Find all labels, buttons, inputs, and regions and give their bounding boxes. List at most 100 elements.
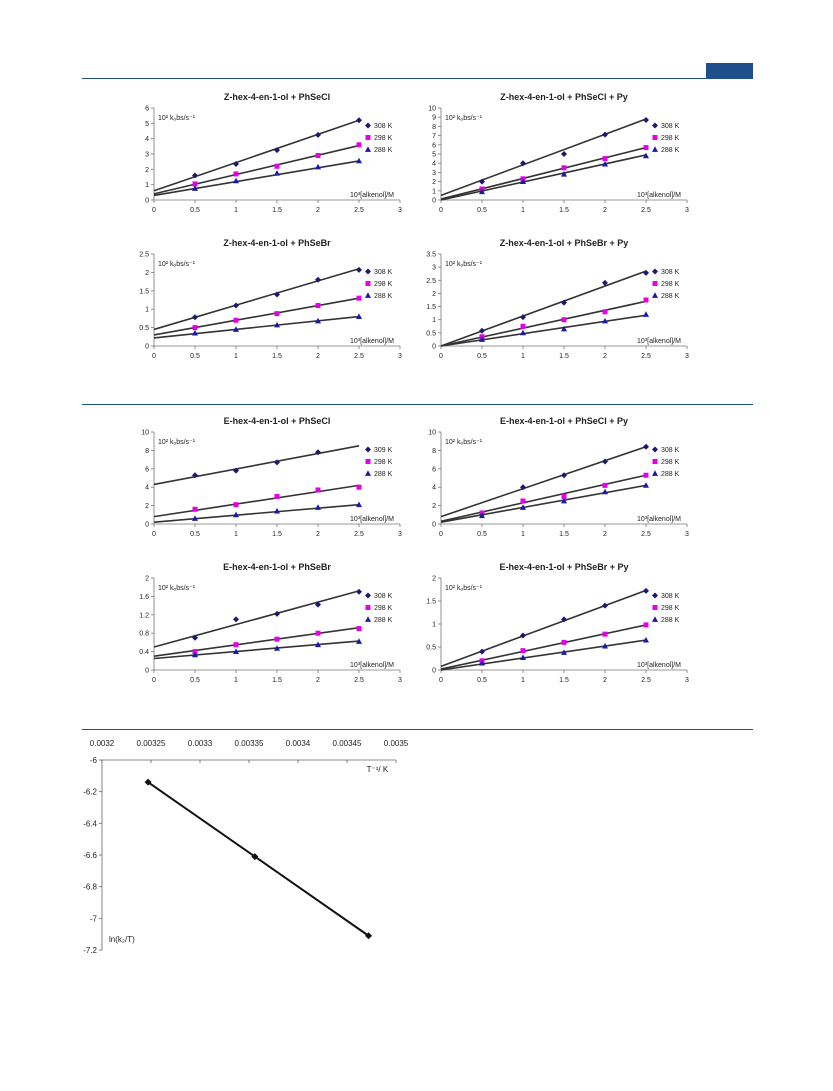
x-tick-label: 2 [316,353,320,360]
data-point [233,317,239,323]
y-tick-label: 0 [145,522,149,529]
data-point [274,311,280,317]
data-point [233,326,239,332]
y-tick-label: 8 [145,448,149,455]
data-point [561,165,567,171]
legend-marker [652,292,658,298]
fit-line [153,590,360,648]
legend-label: 288 K [374,293,393,300]
x-tick-label: 0 [439,207,443,214]
y-tick-label: 1 [145,307,149,314]
data-point [356,626,362,632]
y-tick-label: -6.4 [83,819,97,828]
x-tick-label: 2 [316,207,320,214]
data-point [274,493,280,499]
data-point [274,321,280,328]
legend-label: 298 K [374,281,393,288]
data-point [643,311,649,317]
data-point [315,641,321,648]
data-point [602,458,608,465]
chart-title: Z-hex-4-en-1-ol + PhSeBr [223,238,331,248]
fit-line [153,119,360,192]
fit-line [440,270,647,347]
data-point [643,116,649,123]
legend-label: 298 K [661,281,680,288]
x-tick-label: 2.5 [641,353,651,360]
y-tick-label: -7 [90,914,98,923]
chart-e-phsecl-py: E-hex-4-en-1-ol + PhSeCl + Py 0 2 4 6 8 10 0 0.5… [428,416,689,538]
legend-marker [652,135,658,140]
data-point [643,622,649,628]
legend-marker [652,470,658,476]
y-axis-label: 10² kₒbs/s⁻¹ [445,261,483,268]
y-tick-label: 10 [428,430,436,437]
y-tick-label: 4 [145,485,149,492]
x-tick-label: 1.5 [559,677,569,684]
data-point [315,487,321,493]
y-tick-label: 2 [145,270,149,277]
data-point [602,309,608,315]
legend-marker [365,616,371,622]
legend-label: 308 K [374,593,393,600]
header-tab [706,63,753,79]
data-point [356,638,362,644]
fit-line [153,267,360,331]
data-point [602,602,608,609]
data-point [479,327,485,334]
y-tick-label: -7.2 [83,946,97,955]
x-tick-label: 1.5 [272,677,282,684]
legend-label: 308 K [374,269,393,276]
chart-title: Z-hex-4-en-1-ol + PhSeCl + Py [500,92,628,102]
data-point [233,642,239,648]
data-point [643,587,649,594]
data-point [520,329,526,336]
data-point [315,163,321,170]
y-axis-label: 10² kₒbs/s⁻¹ [158,261,196,268]
legend-marker [365,446,371,453]
y-tick-label: -6.6 [83,851,97,860]
data-point [315,449,321,456]
y-tick-label: 1 [432,622,436,629]
data-point [192,506,198,512]
data-point [643,636,649,643]
legend-label: 298 K [661,135,680,142]
data-point [602,482,608,488]
x-tick-label: 3 [685,207,689,214]
y-tick-label: 0.4 [139,649,149,656]
legend-label: 308 K [661,593,680,600]
y-axis-label: 10² kₒbs/s⁻¹ [158,439,196,446]
legend-label: 298 K [374,605,393,612]
x-tick-label: 1.5 [272,353,282,360]
y-tick-label: 0 [145,668,149,675]
eyring-line [147,781,370,937]
x-tick-label: 0.5 [190,677,200,684]
y-tick-label: 2 [432,291,436,298]
fit-line [440,624,647,670]
data-point [520,504,526,510]
data-point [192,172,198,179]
fit-line [440,146,647,200]
data-point [192,649,198,655]
data-point [315,131,321,138]
data-point [356,157,362,164]
data-point [561,616,567,623]
y-tick-label: 10 [428,106,436,113]
y-tick-label: 4 [145,136,149,143]
x-tick-label: 0.00345 [333,739,362,748]
section-rule-top [82,78,753,79]
fit-line [440,314,647,347]
data-point [561,497,567,504]
data-point [274,645,280,651]
data-point [520,484,526,491]
data-point [643,443,649,450]
x-axis-label: 10³[alkenol]/M [350,338,394,345]
data-point [274,636,280,642]
data-point [561,472,567,479]
y-tick-label: 0 [145,344,149,351]
data-point [479,659,485,666]
y-tick-label: 0.8 [139,631,149,638]
y-tick-label: 6 [432,466,436,473]
x-tick-label: 2 [603,677,607,684]
data-point [315,276,321,283]
x-tick-label: 1.5 [272,531,282,538]
